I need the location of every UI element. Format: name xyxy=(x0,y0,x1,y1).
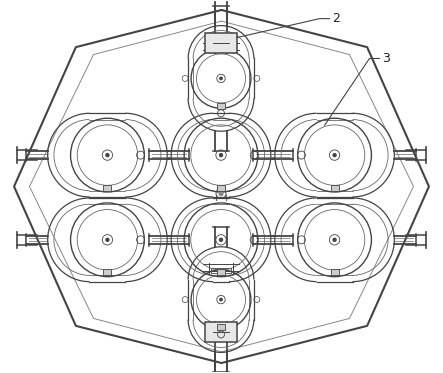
Bar xyxy=(330,269,338,275)
Bar xyxy=(217,269,225,275)
Circle shape xyxy=(333,238,336,241)
Bar xyxy=(211,47,231,51)
Circle shape xyxy=(106,238,109,241)
Circle shape xyxy=(220,154,222,157)
Bar xyxy=(104,185,111,191)
Circle shape xyxy=(220,238,222,241)
Circle shape xyxy=(220,298,222,301)
Bar xyxy=(104,269,111,275)
Bar xyxy=(205,323,237,342)
Bar xyxy=(217,103,225,109)
Bar xyxy=(217,324,225,330)
Text: 3: 3 xyxy=(382,52,390,65)
Bar xyxy=(205,32,237,53)
Bar xyxy=(330,185,338,191)
Text: 2: 2 xyxy=(333,12,341,25)
Bar xyxy=(211,268,231,273)
Circle shape xyxy=(219,191,223,195)
Bar xyxy=(217,185,225,191)
Circle shape xyxy=(333,154,336,157)
Circle shape xyxy=(106,154,109,157)
Circle shape xyxy=(220,77,222,79)
